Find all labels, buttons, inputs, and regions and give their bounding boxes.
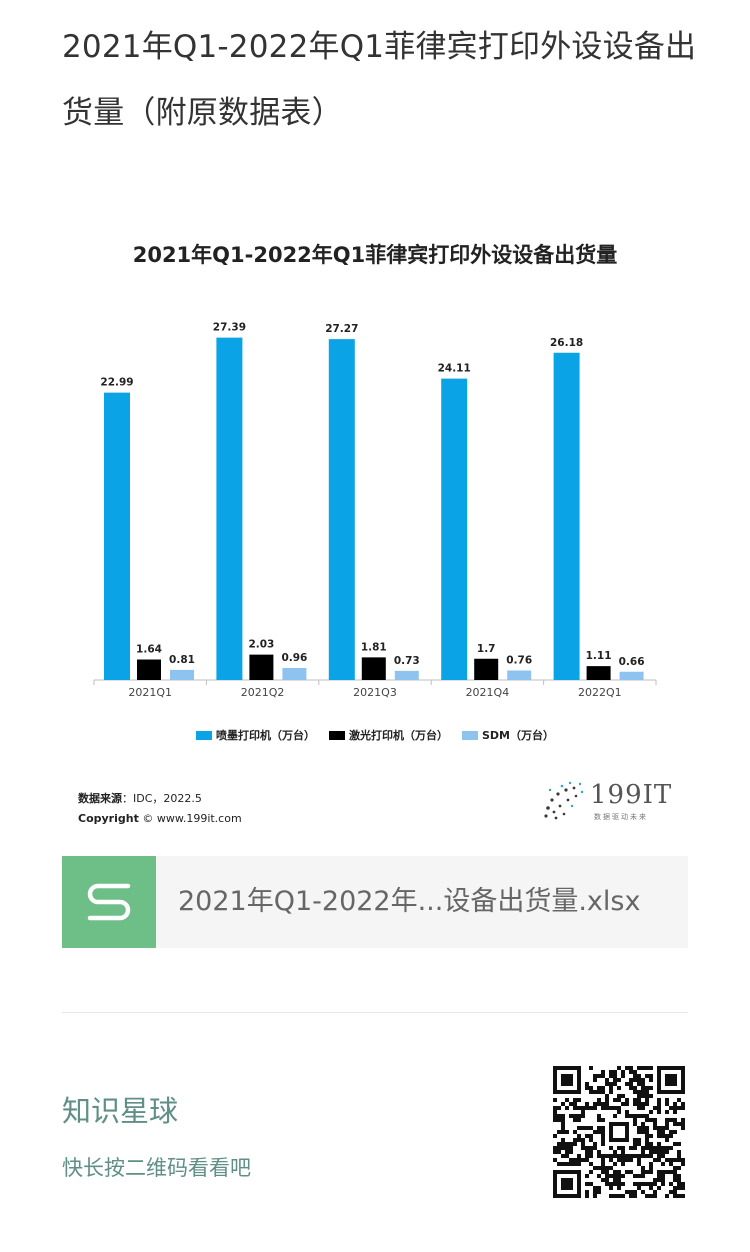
bar-sdm-2022Q1 [619, 671, 644, 680]
bar-laser-2021Q4 [474, 658, 499, 680]
data-label: 22.99 [100, 377, 133, 389]
bar-inkjet-2021Q2 [216, 337, 243, 680]
copyright-label: Copyright [78, 812, 139, 825]
bar-inkjet-2021Q1 [104, 392, 130, 680]
data-label: 0.76 [506, 655, 532, 667]
x-tick-label: 2021Q2 [241, 686, 285, 699]
attachment-file-card[interactable]: 2021年Q1-2022年...设备出货量.xlsx [62, 856, 688, 948]
knowledge-planet-title: 知识星球 [62, 1094, 179, 1128]
chart-legend: 喷墨打印机（万台） 激光打印机（万台） SDM（万台） [62, 727, 688, 743]
data-label: 1.11 [586, 650, 612, 662]
x-tick-label: 2021Q1 [128, 686, 172, 699]
199it-logo: 199IT 数据驱动未来 [538, 778, 678, 828]
data-label: 26.18 [550, 337, 583, 349]
x-tick-label: 2021Q4 [466, 686, 510, 699]
bar-chart: 22.99 1.64 0.81 2021Q1 27.39 2.03 0.96 2021Q2 27… [93, 322, 657, 699]
data-label: 27.27 [325, 323, 358, 335]
bar-inkjet-2021Q3 [328, 339, 355, 680]
bar-sdm-2021Q2 [282, 668, 307, 680]
bar-sdm-2021Q4 [507, 670, 532, 680]
bar-laser-2021Q2 [249, 654, 274, 680]
bar-inkjet-2021Q4 [441, 378, 468, 680]
legend-item-sdm: SDM（万台） [462, 727, 554, 743]
bar-inkjet-2022Q1 [553, 352, 580, 680]
qr-code-icon[interactable] [553, 1066, 685, 1198]
legend-swatch-laser [329, 730, 345, 740]
bar-sdm-2021Q3 [394, 670, 419, 680]
data-label: 1.81 [361, 641, 387, 653]
data-label: 0.96 [281, 652, 307, 664]
data-label: 2.03 [248, 639, 274, 651]
bar-sdm-2021Q1 [170, 669, 194, 680]
x-tick-label: 2022Q1 [578, 686, 622, 699]
data-label: 0.66 [619, 656, 645, 668]
data-label: 24.11 [438, 363, 471, 375]
bar-laser-2021Q3 [361, 657, 386, 680]
section-divider [62, 1012, 688, 1013]
legend-label-laser: 激光打印机（万台） [349, 729, 448, 742]
legend-item-inkjet: 喷墨打印机（万台） [196, 727, 315, 743]
legend-swatch-sdm [462, 730, 478, 740]
dandelion-logo-icon [544, 781, 584, 820]
source-label: 数据来源 [78, 792, 122, 805]
bar-laser-2021Q1 [137, 659, 161, 680]
copyright-value: © www.199it.com [142, 812, 242, 825]
bar-laser-2022Q1 [586, 666, 611, 680]
chart-source: 数据来源：IDC，2022.5 Copyright © www.199it.co… [78, 789, 242, 829]
legend-label-inkjet: 喷墨打印机（万台） [216, 729, 315, 742]
legend-item-laser: 激光打印机（万台） [329, 727, 448, 743]
data-label: 0.81 [169, 654, 195, 666]
logo-subtext: 数据驱动未来 [594, 813, 648, 821]
article-title: 2021年Q1-2022年Q1菲律宾打印外设设备出货量（附原数据表） [62, 29, 697, 131]
logo-text: 199IT [590, 780, 673, 810]
knowledge-planet-subtitle: 快长按二维码看看吧 [62, 1156, 251, 1180]
spreadsheet-s-icon [62, 856, 156, 948]
legend-label-sdm: SDM（万台） [482, 729, 554, 742]
source-value: ：IDC，2022.5 [122, 792, 202, 805]
legend-swatch-inkjet [196, 730, 212, 740]
data-label: 0.73 [394, 655, 420, 667]
x-tick-label: 2021Q3 [353, 686, 397, 699]
chart-title: 2021年Q1-2022年Q1菲律宾打印外设设备出货量 [132, 243, 618, 267]
data-label: 1.7 [477, 643, 496, 655]
data-label: 27.39 [213, 322, 246, 334]
chart-card: 2021年Q1-2022年Q1菲律宾打印外设设备出货量 22.99 1.64 0.8… [62, 225, 688, 840]
data-label: 1.64 [136, 644, 162, 656]
attachment-file-name: 2021年Q1-2022年...设备出货量.xlsx [178, 886, 641, 917]
